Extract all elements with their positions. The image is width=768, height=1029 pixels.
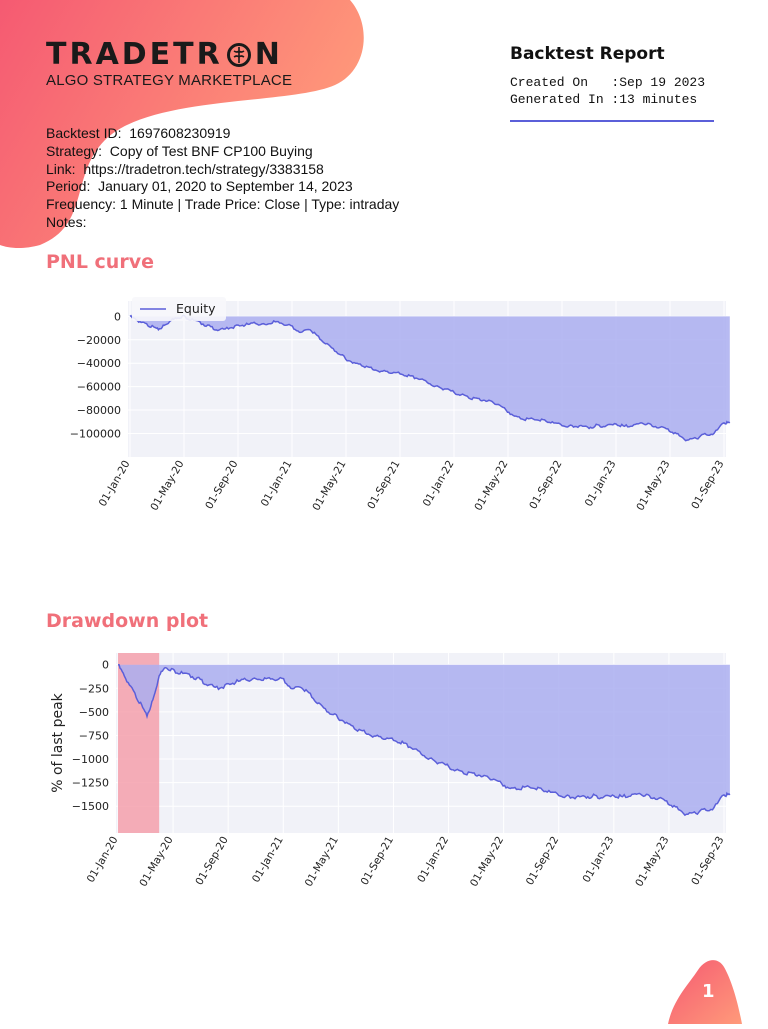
y-tick-label: −250 (79, 682, 109, 695)
x-tick-label: 01-May-22 (472, 459, 510, 513)
y-tick-label: −100000 (70, 427, 121, 440)
y-tick-label: −1000 (72, 753, 109, 766)
x-tick-label: 01-Sep-21 (359, 835, 396, 888)
strategy-link[interactable]: Link: https://tradetron.tech/strategy/33… (46, 160, 324, 177)
series-area (130, 315, 730, 441)
x-tick-label: 01-May-23 (633, 835, 671, 889)
x-tick-label: 01-Jan-22 (421, 459, 457, 509)
pnl-section-title: PNL curve (46, 251, 154, 273)
backtest-frequency: Frequency: 1 Minute | Trade Price: Close… (46, 196, 400, 213)
x-tick-label: 01-Jan-23 (580, 835, 616, 885)
logo-text-left: TRADETR (46, 37, 223, 72)
report-meta: Backtest Report Created On :Sep 19 2023 … (510, 44, 715, 122)
backtest-notes: Notes: (46, 213, 87, 230)
x-tick-label: 01-May-22 (468, 835, 506, 889)
x-tick-label: 01-Jan-20 (85, 835, 121, 885)
x-tick-label: 01-Jan-21 (250, 835, 286, 885)
x-tick-label: 01-Jan-20 (97, 459, 133, 509)
tradetron-logo: TRADETR N ALGO STRATEGY MARKETPLACE (46, 37, 293, 90)
y-tick-label: −20000 (77, 334, 121, 347)
strategy-name: Strategy: Copy of Test BNF CP100 Buying (46, 142, 313, 159)
legend-label: Equity (176, 301, 216, 316)
logo-text-right: N (254, 37, 283, 72)
page-number: 1 (702, 981, 715, 1002)
backtest-info: Backtest ID: 1697608230919 Strategy: Cop… (46, 125, 399, 232)
series-line (117, 663, 731, 817)
x-tick-label: 01-Sep-23 (689, 459, 726, 512)
x-tick-label: 01-May-23 (634, 459, 672, 513)
x-tick-label: 01-Jan-22 (415, 835, 451, 885)
y-tick-label: −500 (79, 706, 109, 719)
x-tick-label: 01-May-21 (303, 835, 341, 889)
y-axis-label: % of last peak (50, 692, 66, 792)
y-tick-label: −1500 (72, 800, 109, 813)
page-number-badge: 1 (668, 955, 768, 1024)
brain-icon (226, 42, 252, 68)
y-tick-label: −1250 (72, 777, 109, 790)
y-tick-label: −60000 (77, 381, 121, 394)
y-tick-label: 0 (114, 310, 121, 323)
created-on-value: :Sep 19 2023 (611, 75, 706, 90)
y-tick-label: −80000 (77, 404, 121, 417)
x-tick-label: 01-May-20 (137, 835, 175, 889)
x-tick-label: 01-May-20 (148, 459, 186, 513)
x-tick-label: 01-Jan-23 (583, 459, 619, 509)
header-gradient-blob (0, 0, 380, 260)
generated-in-label: Generated In (510, 92, 612, 107)
x-tick-label: 01-Sep-22 (524, 835, 561, 888)
x-tick-label: 01-Jan-21 (259, 459, 295, 509)
x-tick-label: 01-Sep-23 (689, 835, 726, 888)
backtest-period: Period: January 01, 2020 to September 14… (46, 178, 353, 195)
legend-box (132, 297, 226, 321)
legend: Equity (132, 297, 226, 321)
report-title: Backtest Report (510, 44, 665, 64)
x-tick-label: 01-Sep-20 (203, 459, 240, 512)
x-tick-label: 01-May-21 (310, 459, 348, 513)
backtest-id: Backtest ID: 1697608230919 (46, 125, 231, 141)
logo-tagline: ALGO STRATEGY MARKETPLACE (46, 72, 293, 89)
y-tick-label: 0 (102, 659, 109, 672)
generated-in-value: :13 minutes (611, 92, 698, 107)
generated-in-row: Generated In :13 minutes (510, 91, 715, 108)
y-tick-label: −40000 (77, 357, 121, 370)
x-tick-label: 01-Sep-22 (527, 459, 564, 512)
created-on-row: Created On :Sep 19 2023 (510, 74, 715, 91)
drawdown-section-title: Drawdown plot (46, 610, 209, 632)
report-divider (510, 120, 714, 122)
series-line (129, 314, 731, 442)
pnl-chart: 0 −20000 −40000 −60000 −80000 −100000 01-Jan-2… (0, 280, 768, 555)
drawdown-chart: 0 −250 −500 −750 −1000 −1250 −1500 01-Jan-20 01-… (0, 640, 768, 915)
series-area (118, 664, 730, 816)
x-tick-label: 01-Sep-20 (193, 835, 230, 888)
x-tick-label: 01-Sep-21 (365, 459, 402, 512)
y-tick-label: −750 (79, 729, 109, 742)
created-on-label: Created On (510, 75, 612, 90)
